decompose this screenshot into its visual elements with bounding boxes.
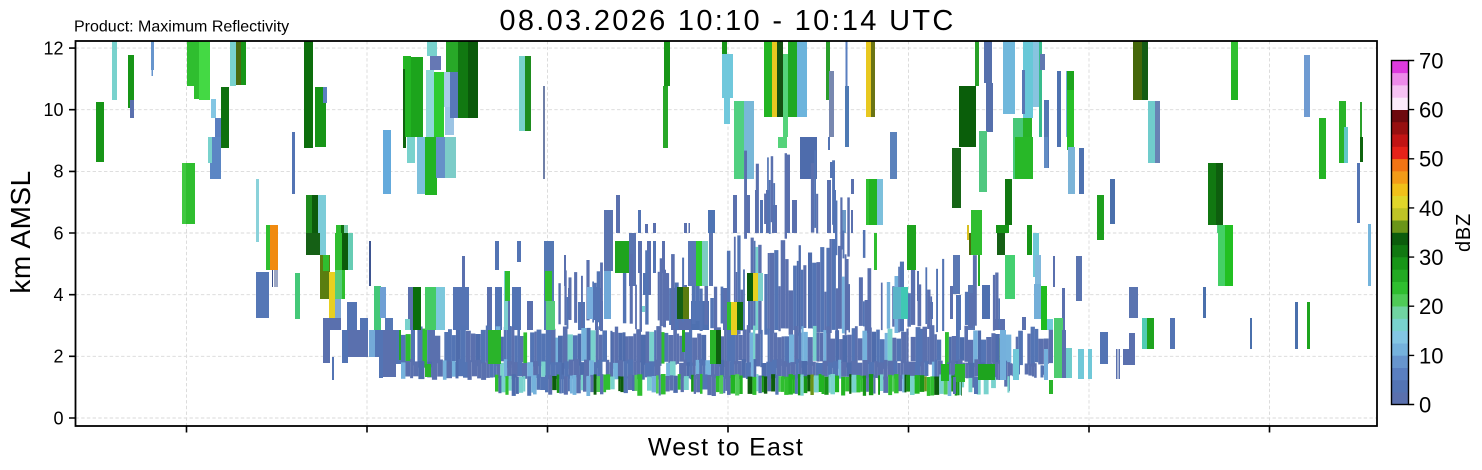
svg-text:08.03.2026 10:10 - 10:14 UTC: 08.03.2026 10:10 - 10:14 UTC (499, 5, 955, 37)
svg-text:4: 4 (53, 285, 63, 305)
svg-text:20: 20 (1419, 294, 1443, 319)
svg-text:50: 50 (1419, 147, 1443, 172)
svg-text:8: 8 (53, 162, 63, 182)
svg-text:12: 12 (43, 38, 63, 58)
svg-text:70: 70 (1419, 48, 1443, 73)
svg-text:10: 10 (1419, 343, 1443, 368)
svg-text:0: 0 (53, 408, 63, 428)
svg-text:10: 10 (43, 100, 63, 120)
svg-text:West to East: West to East (648, 434, 804, 462)
svg-text:2: 2 (53, 347, 63, 367)
svg-text:30: 30 (1419, 245, 1443, 270)
svg-text:Product: Maximum Reflectivity: Product: Maximum Reflectivity (74, 19, 289, 36)
svg-text:0: 0 (1419, 392, 1431, 417)
svg-text:40: 40 (1419, 196, 1443, 221)
svg-text:60: 60 (1419, 98, 1443, 123)
svg-text:km AMSL: km AMSL (5, 170, 36, 293)
svg-text:6: 6 (53, 223, 63, 243)
svg-text:dBZ: dBZ (1453, 213, 1475, 252)
